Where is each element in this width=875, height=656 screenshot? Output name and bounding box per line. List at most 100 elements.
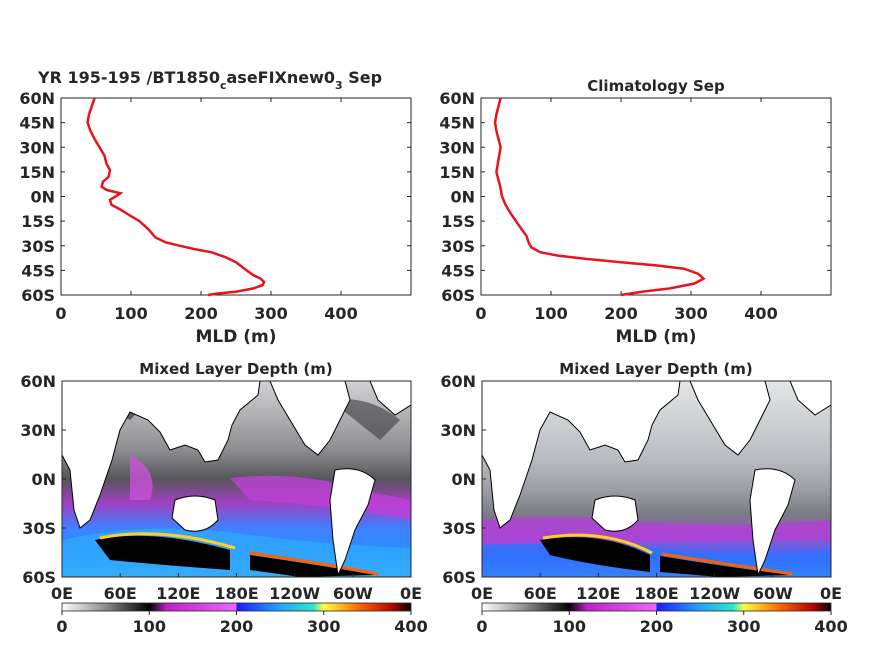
panel-1-title-main: YR 195-195 /BT1850 xyxy=(37,68,220,87)
panel-1-title: YR 195-195 /BT1850caseFIXnew03 Sep xyxy=(37,68,382,92)
map-y-tick-label: 60S xyxy=(442,568,476,587)
map-x-tick-label: 120E xyxy=(156,584,200,603)
panel-2-mld-line xyxy=(493,97,706,297)
map-x-tick-label: 120E xyxy=(576,584,620,603)
panel-4-title: Mixed Layer Depth (m) xyxy=(559,360,752,378)
map-1-greenland xyxy=(369,381,411,416)
map-2-africa-eurasia xyxy=(482,381,681,529)
x-tick-label: 200 xyxy=(184,304,217,323)
panel-2-title: Climatology Sep xyxy=(587,77,725,95)
colorbar-tick-label: 200 xyxy=(220,617,253,636)
map-1-colorbar xyxy=(61,602,412,612)
map-x-tick-label: 120W xyxy=(269,584,320,603)
x-tick-label: 100 xyxy=(534,304,567,323)
panel-1-title-sub2: 3 xyxy=(335,79,343,92)
map-1-south-america xyxy=(329,468,376,577)
y-tick-label: 60S xyxy=(21,286,55,305)
x-tick-label: 0 xyxy=(55,304,66,323)
panel-3-title: Mixed Layer Depth (m) xyxy=(139,360,332,378)
profile-panel-2: Climatology Sep 60N45N30N15N0N15S30S45S6… xyxy=(439,77,832,347)
map-y-tick-label: 0N xyxy=(31,470,56,489)
panel-1-y-ticks: 60N 45N 30N 15N 0N 15S 30S 45S 60S xyxy=(19,89,411,305)
map-x-tick-label: 0E xyxy=(820,584,842,603)
y-tick-label: 30N xyxy=(19,138,55,157)
y-tick-label: 0N xyxy=(450,188,475,207)
map-1-field xyxy=(62,381,411,577)
map-2-north-america xyxy=(689,381,771,456)
panel-2-y-ticks: 60N 45N 30N 15N 0N 15S 30S 45S 60S xyxy=(439,89,831,305)
x-tick-label: 300 xyxy=(674,304,707,323)
y-tick-label: 30S xyxy=(441,237,475,256)
map-2-greenland xyxy=(789,381,831,416)
y-tick-label: 15S xyxy=(441,212,475,231)
y-tick-label: 15N xyxy=(439,163,475,182)
x-tick-label: 400 xyxy=(744,304,777,323)
map-1-north-america xyxy=(269,381,351,456)
map-x-tick-label: 120W xyxy=(689,584,740,603)
panel-1-title-end: Sep xyxy=(343,68,382,87)
panel-1-xlabel: MLD (m) xyxy=(195,327,276,347)
colorbar-tick-label: 400 xyxy=(814,617,847,636)
panel-1-title-mid: aseFIXnew0 xyxy=(227,68,336,87)
y-tick-label: 60S xyxy=(441,286,475,305)
panel-1-title-sub: c xyxy=(220,79,227,92)
map-y-tick-label: 60S xyxy=(22,568,56,587)
x-tick-label: 200 xyxy=(604,304,637,323)
y-tick-label: 45N xyxy=(439,114,475,133)
y-tick-label: 15N xyxy=(19,163,55,182)
map-y-tick-label: 30S xyxy=(442,519,476,538)
colorbar-tick-label: 0 xyxy=(56,617,67,636)
map-y-tick-label: 30N xyxy=(440,421,476,440)
y-tick-label: 30S xyxy=(21,237,55,256)
colorbar-tick-label: 300 xyxy=(727,617,760,636)
map-y-tick-label: 60N xyxy=(440,372,476,391)
y-tick-label: 45N xyxy=(19,114,55,133)
colorbar-2-ticks: 0 100 200 300 400 xyxy=(476,611,848,636)
colorbar-tick-label: 400 xyxy=(394,617,427,636)
panel-2-x-ticks: 0 100 200 300 400 xyxy=(475,98,778,323)
map-x-tick-label: 0E xyxy=(471,584,493,603)
panel-1-x-ticks: 0 100 200 300 400 xyxy=(55,98,358,323)
map-x-tick-label: 60W xyxy=(753,584,793,603)
panel-2-axes-box xyxy=(480,97,832,296)
map-2-x-ticks: 0E 60E 120E 180E 120W 60W 0E xyxy=(471,573,842,603)
colorbar-tick-label: 300 xyxy=(307,617,340,636)
colorbar-tick-label: 100 xyxy=(133,617,166,636)
y-tick-label: 60N xyxy=(439,89,475,108)
colorbar-tick-label: 0 xyxy=(476,617,487,636)
map-2-south-america xyxy=(749,468,796,577)
map-x-tick-label: 180E xyxy=(214,584,258,603)
panel-2-xlabel: MLD (m) xyxy=(615,327,696,347)
map-1-y-ticks: 60N 30N 0N 30S 60S xyxy=(20,372,66,587)
map-1-x-ticks: 0E 60E 120E 180E 120W 60W 0E xyxy=(51,573,422,603)
map-y-tick-label: 0N xyxy=(451,470,476,489)
y-tick-label: 15S xyxy=(21,212,55,231)
x-tick-label: 100 xyxy=(114,304,147,323)
map-2-field xyxy=(482,381,831,577)
map-x-tick-label: 60E xyxy=(104,584,137,603)
y-tick-label: 0N xyxy=(30,188,55,207)
map-2-colorbar xyxy=(481,602,832,612)
x-tick-label: 0 xyxy=(475,304,486,323)
x-tick-label: 300 xyxy=(254,304,287,323)
colorbar-tick-label: 200 xyxy=(640,617,673,636)
map-2-y-ticks: 60N 30N 0N 30S 60S xyxy=(440,372,486,587)
map-y-tick-label: 30N xyxy=(20,421,56,440)
map-y-tick-label: 60N xyxy=(20,372,56,391)
profile-panel-1: YR 195-195 /BT1850caseFIXnew03 Sep 60N 45… xyxy=(19,68,412,347)
y-tick-label: 45S xyxy=(441,261,475,280)
y-tick-label: 60N xyxy=(19,89,55,108)
panel-1-mld-line xyxy=(86,97,266,297)
y-tick-label: 30N xyxy=(439,138,475,157)
map-x-tick-label: 0E xyxy=(51,584,73,603)
x-tick-label: 400 xyxy=(324,304,357,323)
map-1-australia xyxy=(171,495,219,532)
map-y-tick-label: 30S xyxy=(22,519,56,538)
y-tick-label: 45S xyxy=(21,261,55,280)
map-x-tick-label: 0E xyxy=(400,584,422,603)
map-2-australia xyxy=(591,495,639,532)
map-1-africa-eurasia xyxy=(62,381,261,529)
